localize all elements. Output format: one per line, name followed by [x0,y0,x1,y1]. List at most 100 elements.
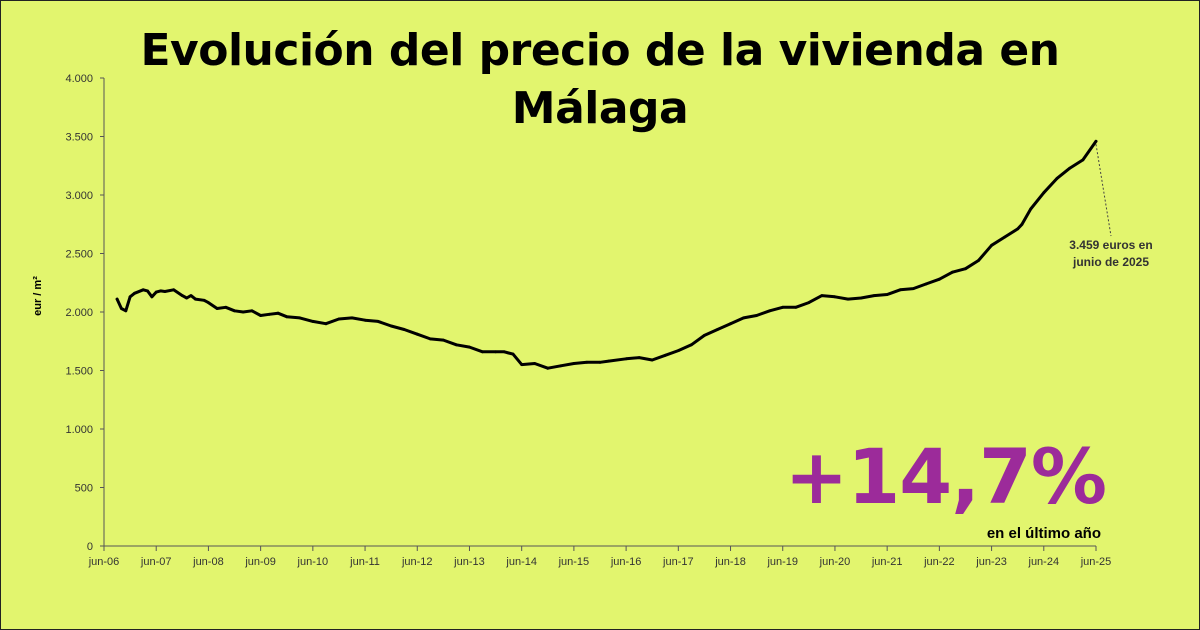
x-tick-label: jun-21 [871,556,903,568]
data-point [481,350,484,354]
data-point [781,305,785,309]
data-point [820,294,824,297]
data-point [363,318,367,322]
data-point [259,314,262,317]
data-point [207,301,210,304]
x-tick-label: jun-17 [662,556,694,568]
x-tick-label: jun-07 [140,556,172,568]
data-point [794,305,798,309]
data-point [598,360,602,364]
y-tick-label: 2.000 [65,307,93,319]
data-point [833,295,837,299]
annotation-line-1: 3.459 euros en [1069,238,1153,252]
data-point [1020,222,1024,226]
data-point [859,296,863,300]
data-point [520,363,524,366]
data-point [324,322,328,326]
data-point [241,310,245,314]
y-tick-label: 500 [75,483,93,495]
data-point [1081,158,1085,162]
data-point [224,305,228,309]
data-point [276,311,280,315]
data-point [1055,177,1059,181]
x-axis-ticks: jun-06 jun-07 jun-08 jun-09 jun-10 jun-11 jun-… [88,546,1112,568]
data-point [572,362,576,365]
data-point [159,289,163,293]
x-tick-label: jun-12 [401,556,433,568]
data-point [233,309,236,313]
x-tick-label: jun-16 [610,556,642,568]
y-tick-label: 3.000 [65,190,93,202]
data-point [1016,227,1020,231]
data-point [768,309,772,313]
y-tick-label: 3.500 [65,132,93,144]
data-point [415,332,419,336]
data-point [533,362,537,365]
data-point [502,350,506,354]
data-point [350,316,354,320]
x-tick-label: jun-20 [819,556,851,568]
chart-title: Evolución del precio de la vivienda en M… [0,22,1200,138]
x-tick-label: jun-24 [1028,556,1060,568]
data-point [977,259,980,262]
yearly-change-value: +14,7% [784,432,1107,521]
y-tick-label: 1.000 [65,424,93,436]
data-point [676,349,680,352]
data-point [163,290,167,293]
x-tick-label: jun-13 [453,556,485,568]
data-point [624,357,628,361]
data-point [128,295,132,299]
data-point [442,338,445,342]
data-point [637,356,641,359]
chart-title-line-2: Málaga [511,83,689,134]
data-point [924,282,928,286]
data-point [729,322,732,326]
data-point [120,307,123,310]
x-tick-label: jun-08 [192,556,224,568]
data-point [885,293,889,296]
y-tick-label: 1.500 [65,366,93,378]
data-point [807,301,811,304]
x-tick-label: jun-23 [975,556,1007,568]
x-tick-label: jun-14 [505,556,537,568]
data-point [250,309,254,313]
data-point [1042,191,1046,195]
data-point [115,297,119,301]
data-point [663,353,667,357]
data-point [202,298,206,302]
data-point [511,352,515,356]
x-tick-label: jun-19 [766,556,798,568]
data-point [154,290,158,294]
x-tick-label: jun-18 [714,556,746,568]
data-point [494,350,497,354]
data-point [755,314,758,317]
x-tick-label: jun-09 [244,556,276,568]
data-point [267,312,271,316]
series-points [115,139,1098,370]
data-point [716,328,719,331]
y-axis-ticks: 0 500 1.000 1.500 2.000 2.500 3.000 3.500 4.000 [65,73,104,553]
data-point [141,288,145,292]
data-point [185,296,189,300]
data-point [376,320,380,323]
yearly-change-subtitle: en el último año [986,525,1101,542]
y-tick-label: 0 [87,541,93,553]
data-point [124,309,128,313]
data-point [311,320,315,323]
data-point [285,315,289,319]
last-value-annotation: 3.459 euros en junio de 2025 [1058,237,1164,271]
data-point [402,328,406,331]
price-series-line [115,139,1098,370]
x-tick-label: jun-10 [297,556,329,568]
x-tick-label: jun-22 [923,556,955,568]
x-tick-label: jun-15 [558,556,590,568]
data-point [1068,166,1072,170]
data-point [846,297,850,301]
data-point [742,316,745,320]
x-tick-label: jun-25 [1080,556,1112,568]
y-tick-label: 4.000 [65,73,93,85]
y-tick-label: 2.500 [65,249,93,261]
data-point [1029,207,1033,211]
data-point [990,243,993,247]
data-point [650,358,654,362]
